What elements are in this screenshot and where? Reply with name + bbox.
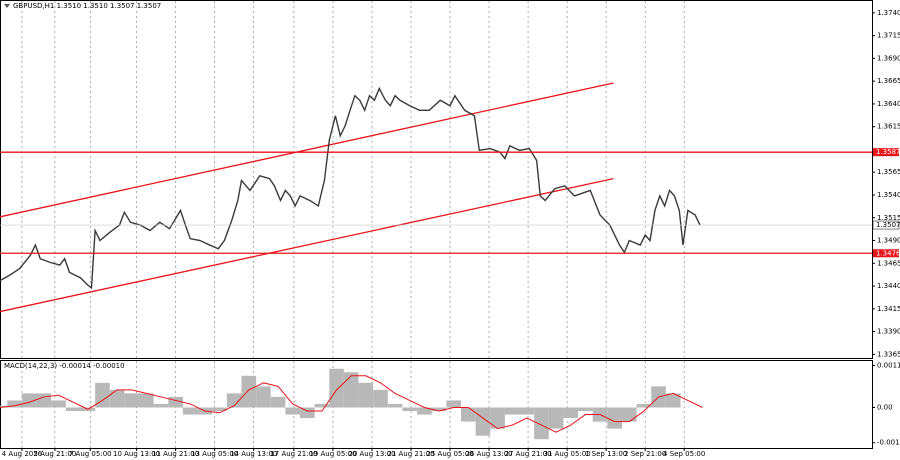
y-tick-label: 1.3515 [877,214,900,222]
macd-bar [490,407,505,429]
macd-bar [21,393,37,408]
macd-bar [241,375,257,408]
level-label: 1.3587 [876,148,900,156]
y-tick-label: 1.3540 [877,191,900,199]
macd-bar [446,400,462,408]
macd-bar [358,382,374,408]
y-tick-label: 0.00 [877,403,893,411]
macd-bar [109,389,125,408]
macd-bar [431,407,447,412]
price-line [0,86,701,290]
macd-bar [504,407,520,415]
macd-bar [168,396,183,408]
macd-bar [519,407,535,415]
x-tick-label: 4 Aug 2026 [2,450,43,458]
x-tick-label: 1 Sep 13:00 [585,450,627,458]
macd-bar [636,403,652,408]
x-tick-label: 17 Aug 21:00 [270,450,317,458]
macd-bar [563,407,579,419]
macd-bar [256,386,271,408]
macd-bar [314,403,330,408]
y-tick-label: -0.001 [877,439,900,447]
macd-bar [7,400,22,408]
macd-bar [402,407,418,412]
x-tick-label: 21 Aug 21:00 [387,450,434,458]
macd-bar [153,403,169,408]
last-price-tag [872,220,900,230]
last-price-label: 1.3507 [876,221,900,229]
y-tick-label: 1.3615 [877,123,900,131]
x-tick-label: 7 Aug 05:00 [69,450,112,458]
x-tick-label: 2 Sep 21:00 [624,450,666,458]
macd-bar [139,393,154,408]
macd-bar [36,393,52,408]
signal-line [0,375,703,433]
macd-bar [51,400,66,408]
x-tick-label: 25 Aug 05:00 [426,450,473,458]
macd-bar [343,372,359,408]
macd-bar [270,396,286,408]
x-tick-label: 27 Aug 21:00 [504,450,551,458]
y-tick-label: 1.3440 [877,282,900,290]
x-tick-label: 20 Aug 13:00 [348,450,395,458]
macd-bar [534,407,549,440]
x-tick-label: 31 Aug 05:00 [544,450,591,458]
level-tag [873,249,899,258]
symbol-icon [4,4,10,8]
macd-bar [285,407,301,415]
x-tick-label: 19 Aug 05:00 [309,450,356,458]
macd-bar [212,407,227,412]
macd-bar [387,403,403,408]
macd-bar [124,393,140,408]
x-tick-label: 11 Aug 21:00 [152,450,199,458]
x-tick-label: 10 Aug 13:00 [113,450,160,458]
y-tick-label: 0.00119 [877,362,900,370]
y-tick-label: 1.3390 [877,328,900,336]
y-tick-label: 1.3415 [877,305,900,313]
x-tick-label: 4 Sep 05:00 [663,450,705,458]
macd-bar [226,393,242,408]
macd-bar [329,368,344,408]
macd-bar [95,382,110,408]
y-tick-label: 1.3490 [877,237,900,245]
y-tick-label: 1.3715 [877,32,900,40]
y-tick-label: 1.3665 [877,77,900,85]
macd-bar [461,407,476,422]
macd-title: MACD(14,22,3) -0.00014 -0.00010 [4,362,125,370]
x-tick-label: 14 Aug 13:00 [230,450,277,458]
y-tick-label: 1.3690 [877,54,900,62]
macd-bar [578,407,593,412]
level-label: 1.3476 [876,249,900,257]
trend-line [0,177,614,313]
macd-bar [182,407,198,415]
macd-bar [417,407,432,415]
price-pane [0,0,873,359]
macd-bar [621,407,637,422]
y-tick-label: 1.3365 [877,350,900,358]
macd-bar [373,389,388,408]
chart-title: GBPUSD,H1 1.3510 1.3510 1.3507 1.3507 [13,2,161,10]
y-tick-label: 1.3565 [877,168,900,176]
trend-line [0,82,614,218]
macd-bar [65,407,81,412]
x-tick-label: 13 Aug 05:00 [191,450,238,458]
level-tag [873,148,899,157]
macd-bar [300,407,315,419]
y-tick-label: 1.3640 [877,100,900,108]
macd-bar [665,393,681,408]
macd-bar [548,407,564,429]
y-tick-label: 1.3465 [877,259,900,267]
y-tick-label: 1.3740 [877,9,900,17]
macd-bar [475,407,491,436]
x-tick-label: 26 Aug 13:00 [465,450,512,458]
macd-bar [607,407,622,429]
x-tick-label: 5 Aug 21:00 [34,450,77,458]
